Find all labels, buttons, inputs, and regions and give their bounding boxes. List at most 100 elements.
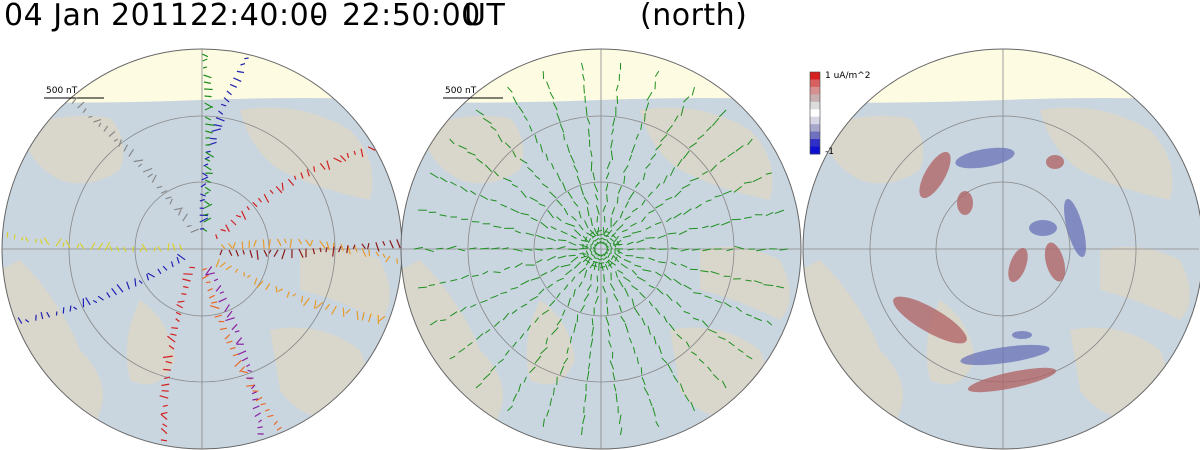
current-vector bbox=[648, 257, 655, 261]
current-vector bbox=[471, 274, 479, 277]
current-vector bbox=[493, 225, 502, 228]
magnetic-vector bbox=[319, 240, 326, 249]
current-vector bbox=[723, 302, 732, 308]
current-vector bbox=[511, 183, 518, 188]
magnetic-vector bbox=[241, 210, 247, 220]
current-vector bbox=[596, 275, 599, 282]
magnetic-vector bbox=[211, 128, 222, 132]
current-vector bbox=[596, 240, 602, 245]
current-vector bbox=[512, 150, 517, 158]
current-vector bbox=[460, 274, 470, 280]
upward-current-region bbox=[1046, 155, 1064, 169]
current-vector bbox=[573, 288, 576, 297]
current-vector bbox=[591, 234, 597, 239]
current-vector bbox=[518, 105, 524, 114]
magnetic-vector bbox=[147, 272, 155, 278]
current-vector bbox=[705, 199, 712, 203]
current-vector bbox=[595, 205, 600, 215]
current-vector bbox=[540, 144, 544, 153]
magnetic-vector bbox=[353, 150, 356, 155]
magnetic-vector bbox=[265, 408, 270, 412]
current-vector bbox=[639, 292, 646, 299]
current-vector bbox=[460, 185, 468, 193]
magnetic-vector bbox=[287, 178, 295, 186]
magnetic-vector bbox=[263, 249, 268, 257]
magnetic-vector bbox=[43, 237, 50, 246]
magnetic-vector bbox=[116, 246, 120, 252]
magnetic-vector bbox=[207, 288, 213, 292]
current-vector bbox=[715, 299, 722, 304]
current-vector bbox=[605, 183, 609, 192]
current-vector bbox=[663, 273, 672, 281]
magnetic-vector bbox=[267, 414, 274, 418]
current-vector bbox=[624, 215, 631, 221]
magnetic-vector bbox=[361, 312, 365, 321]
current-vector bbox=[603, 234, 610, 237]
current-vector bbox=[683, 284, 692, 290]
magnetic-vector bbox=[134, 278, 137, 287]
current-vector bbox=[604, 243, 610, 248]
current-vector bbox=[507, 86, 513, 93]
current-vector bbox=[669, 167, 676, 177]
current-vector bbox=[656, 287, 664, 295]
current-vector bbox=[655, 271, 662, 277]
magnetic-vector bbox=[183, 285, 189, 289]
magnetic-vector bbox=[167, 335, 176, 343]
current-vector bbox=[665, 196, 673, 201]
upward-current-region bbox=[957, 191, 973, 215]
current-blobs bbox=[893, 147, 1086, 393]
current-vector bbox=[623, 165, 629, 173]
current-vector bbox=[585, 250, 589, 256]
current-vector bbox=[618, 414, 622, 425]
current-vector bbox=[631, 207, 639, 213]
current-vector bbox=[702, 248, 712, 252]
current-vector bbox=[549, 91, 555, 100]
colorbar-cell bbox=[810, 146, 820, 155]
current-vector bbox=[450, 279, 458, 282]
current-vector bbox=[604, 231, 611, 234]
current-vector bbox=[710, 164, 718, 172]
current-vector bbox=[594, 253, 600, 256]
current-vector bbox=[717, 336, 726, 340]
current-vector bbox=[633, 346, 636, 354]
current-vector bbox=[497, 134, 503, 143]
current-vector bbox=[497, 358, 505, 364]
current-vector bbox=[612, 235, 620, 244]
current-vector bbox=[692, 248, 701, 251]
current-vector bbox=[523, 115, 528, 121]
magnetic-vector bbox=[79, 242, 85, 250]
current-vector bbox=[594, 194, 599, 201]
current-vector bbox=[556, 112, 561, 122]
current-vector bbox=[457, 248, 466, 252]
magnetic-vector bbox=[157, 245, 162, 252]
current-vector bbox=[568, 254, 576, 257]
current-vector bbox=[610, 254, 615, 260]
current-vector bbox=[737, 348, 744, 353]
magnetic-vector bbox=[186, 224, 192, 228]
current-vector bbox=[450, 181, 457, 186]
magnetic-vector bbox=[175, 318, 180, 323]
current-vector bbox=[624, 287, 629, 297]
current-vector bbox=[719, 158, 726, 163]
current-vector bbox=[683, 310, 691, 315]
current-vector bbox=[490, 294, 499, 299]
current-vector bbox=[731, 218, 741, 221]
current-vector bbox=[734, 245, 745, 250]
magnetic-vector bbox=[82, 108, 87, 114]
current-vector bbox=[697, 134, 705, 140]
figure-title: 04 Jan 2011 22:40:00 - 22:50:00 UT (nort… bbox=[0, 0, 1200, 40]
current-vector bbox=[610, 150, 614, 161]
magnetic-vector bbox=[224, 334, 231, 340]
magnetic-vector bbox=[39, 239, 43, 245]
current-vector bbox=[529, 366, 536, 374]
current-vector bbox=[655, 307, 661, 315]
current-vector bbox=[691, 86, 695, 96]
current-vector bbox=[653, 336, 657, 345]
current-vector bbox=[571, 215, 577, 221]
magnetic-vector bbox=[225, 265, 232, 271]
magnetic-vector bbox=[246, 363, 251, 368]
colorbar-cell bbox=[810, 116, 820, 125]
current-vector bbox=[560, 230, 568, 235]
current-vector bbox=[655, 183, 661, 189]
current-vector bbox=[585, 106, 588, 116]
